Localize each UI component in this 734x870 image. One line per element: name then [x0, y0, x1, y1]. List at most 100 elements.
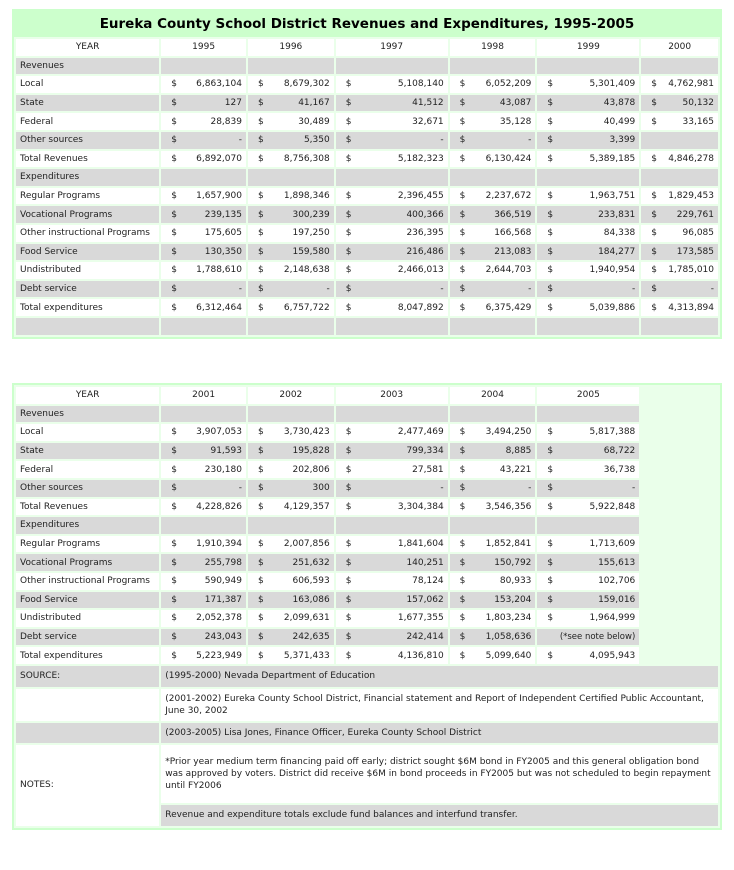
currency-symbol: $: [345, 650, 352, 661]
value-cell: $43,221: [449, 461, 536, 478]
source-label: [16, 722, 160, 744]
amount: 216,486: [406, 246, 444, 257]
value-cell: $366,519: [449, 206, 536, 223]
year-header: 2005: [537, 387, 640, 404]
value-cell: $78,124: [335, 572, 448, 590]
amount: 3,546,356: [485, 501, 532, 512]
currency-symbol: $: [459, 594, 466, 605]
source-row: SOURCE: (1995-2000) Nevada Department of …: [16, 665, 718, 687]
amount: 33,165: [682, 116, 715, 127]
amount: 5,039,886: [589, 302, 636, 313]
row-label: Local: [16, 424, 160, 441]
amount: 2,052,378: [196, 613, 242, 624]
value-cell: $4,846,278: [641, 150, 718, 168]
spacer: [641, 499, 718, 516]
amount: 4,095,943: [589, 650, 636, 661]
currency-symbol: $: [171, 464, 177, 475]
amount: 5,922,848: [589, 501, 636, 512]
header-row: YEAR 2001 2002 2003 2004 2005: [16, 387, 718, 404]
currency-symbol: $: [651, 302, 658, 313]
value-cell: $43,878: [537, 94, 640, 112]
table-row: Regular Programs $1,910,394 $2,007,856 $1,8…: [16, 535, 718, 553]
value-cell: $1,713,609: [537, 535, 640, 553]
value-cell: $ -: [335, 479, 448, 497]
value-cell: [449, 517, 536, 534]
source-text: (2001-2002) Eureka County School Distric…: [161, 688, 718, 721]
currency-symbol: $: [345, 191, 352, 202]
amount: -: [326, 284, 330, 295]
table-row: Undistributed $2,052,378 $2,099,631 $1,677,…: [16, 610, 718, 627]
value-cell: [335, 405, 448, 423]
amount: 5,223,949: [196, 650, 242, 661]
amount: 5,099,640: [485, 650, 532, 661]
value-cell: $1,940,954: [537, 262, 640, 279]
value-cell: $5,389,185: [537, 150, 640, 168]
year-header: 1999: [537, 39, 640, 56]
amount: 2,396,455: [397, 191, 444, 202]
value-cell: $5,182,323: [335, 150, 448, 168]
value-cell: $8,885: [449, 442, 536, 460]
currency-symbol: $: [257, 302, 264, 313]
amount: 1,829,453: [668, 191, 714, 202]
value-cell: $33,165: [641, 113, 718, 130]
value-cell: $ -: [161, 280, 246, 298]
value-cell: $6,892,070: [161, 150, 246, 168]
currency-symbol: $: [345, 135, 352, 146]
value-cell: $ -: [161, 479, 246, 497]
row-label: Regular Programs: [16, 187, 160, 205]
currency-symbol: $: [459, 446, 466, 457]
value-cell: $27,581: [335, 461, 448, 478]
row-label: Vocational Programs: [16, 206, 160, 223]
value-cell: $155,613: [537, 554, 640, 571]
currency-symbol: $: [459, 483, 466, 494]
value-cell: $2,237,672: [449, 187, 536, 205]
amount: -: [238, 483, 242, 494]
value-cell: $5,922,848: [537, 498, 640, 516]
amount: 195,828: [292, 446, 330, 457]
table-row: Expenditures: [16, 517, 718, 534]
row-label: Debt service: [16, 628, 160, 646]
value-cell: [641, 169, 718, 186]
currency-symbol: $: [547, 446, 554, 457]
amount: 5,389,185: [589, 153, 636, 164]
amount: 1,910,394: [196, 539, 242, 550]
currency-symbol: $: [257, 135, 264, 146]
amount: 1,058,636: [485, 632, 532, 643]
value-cell: $6,312,464: [161, 299, 246, 316]
amount: 2,237,672: [485, 191, 532, 202]
amount: 5,301,409: [589, 79, 636, 90]
currency-symbol: $: [345, 446, 352, 457]
currency-symbol: $: [345, 613, 352, 624]
amount: 5,371,433: [283, 650, 330, 661]
currency-symbol: $: [171, 135, 177, 146]
value-cell: [161, 169, 246, 186]
value-cell: $251,632: [247, 554, 334, 571]
amount: 3,907,053: [196, 427, 242, 438]
spacer: [641, 387, 718, 404]
currency-symbol: $: [651, 116, 658, 127]
value-cell: [537, 317, 640, 335]
notes-label: NOTES:: [16, 745, 160, 826]
amount: 8,756,308: [283, 153, 330, 164]
currency-symbol: $: [547, 153, 554, 164]
amount: 28,839: [210, 116, 242, 127]
value-cell: $3,546,356: [449, 498, 536, 516]
currency-symbol: $: [547, 284, 554, 295]
currency-symbol: $: [459, 228, 466, 239]
value-cell: [161, 405, 246, 423]
value-cell: $5,223,949: [161, 647, 246, 664]
currency-symbol: $: [345, 246, 352, 257]
amount: 2,007,856: [283, 539, 330, 550]
spacer: [641, 629, 718, 646]
header-row: YEAR 1995 1996 1997 1998 1999 2000: [16, 39, 718, 56]
currency-symbol: $: [171, 191, 177, 202]
value-cell: $3,304,384: [335, 498, 448, 516]
table-row: Undistributed $1,788,610 $2,148,638 $2,466,…: [16, 262, 718, 279]
value-cell: $140,251: [335, 554, 448, 571]
amount: -: [710, 284, 714, 295]
amount: 400,366: [406, 209, 444, 220]
currency-symbol: $: [651, 98, 658, 109]
year-header: 2002: [247, 387, 334, 404]
note-row: Revenue and expenditure totals exclude f…: [16, 805, 718, 826]
